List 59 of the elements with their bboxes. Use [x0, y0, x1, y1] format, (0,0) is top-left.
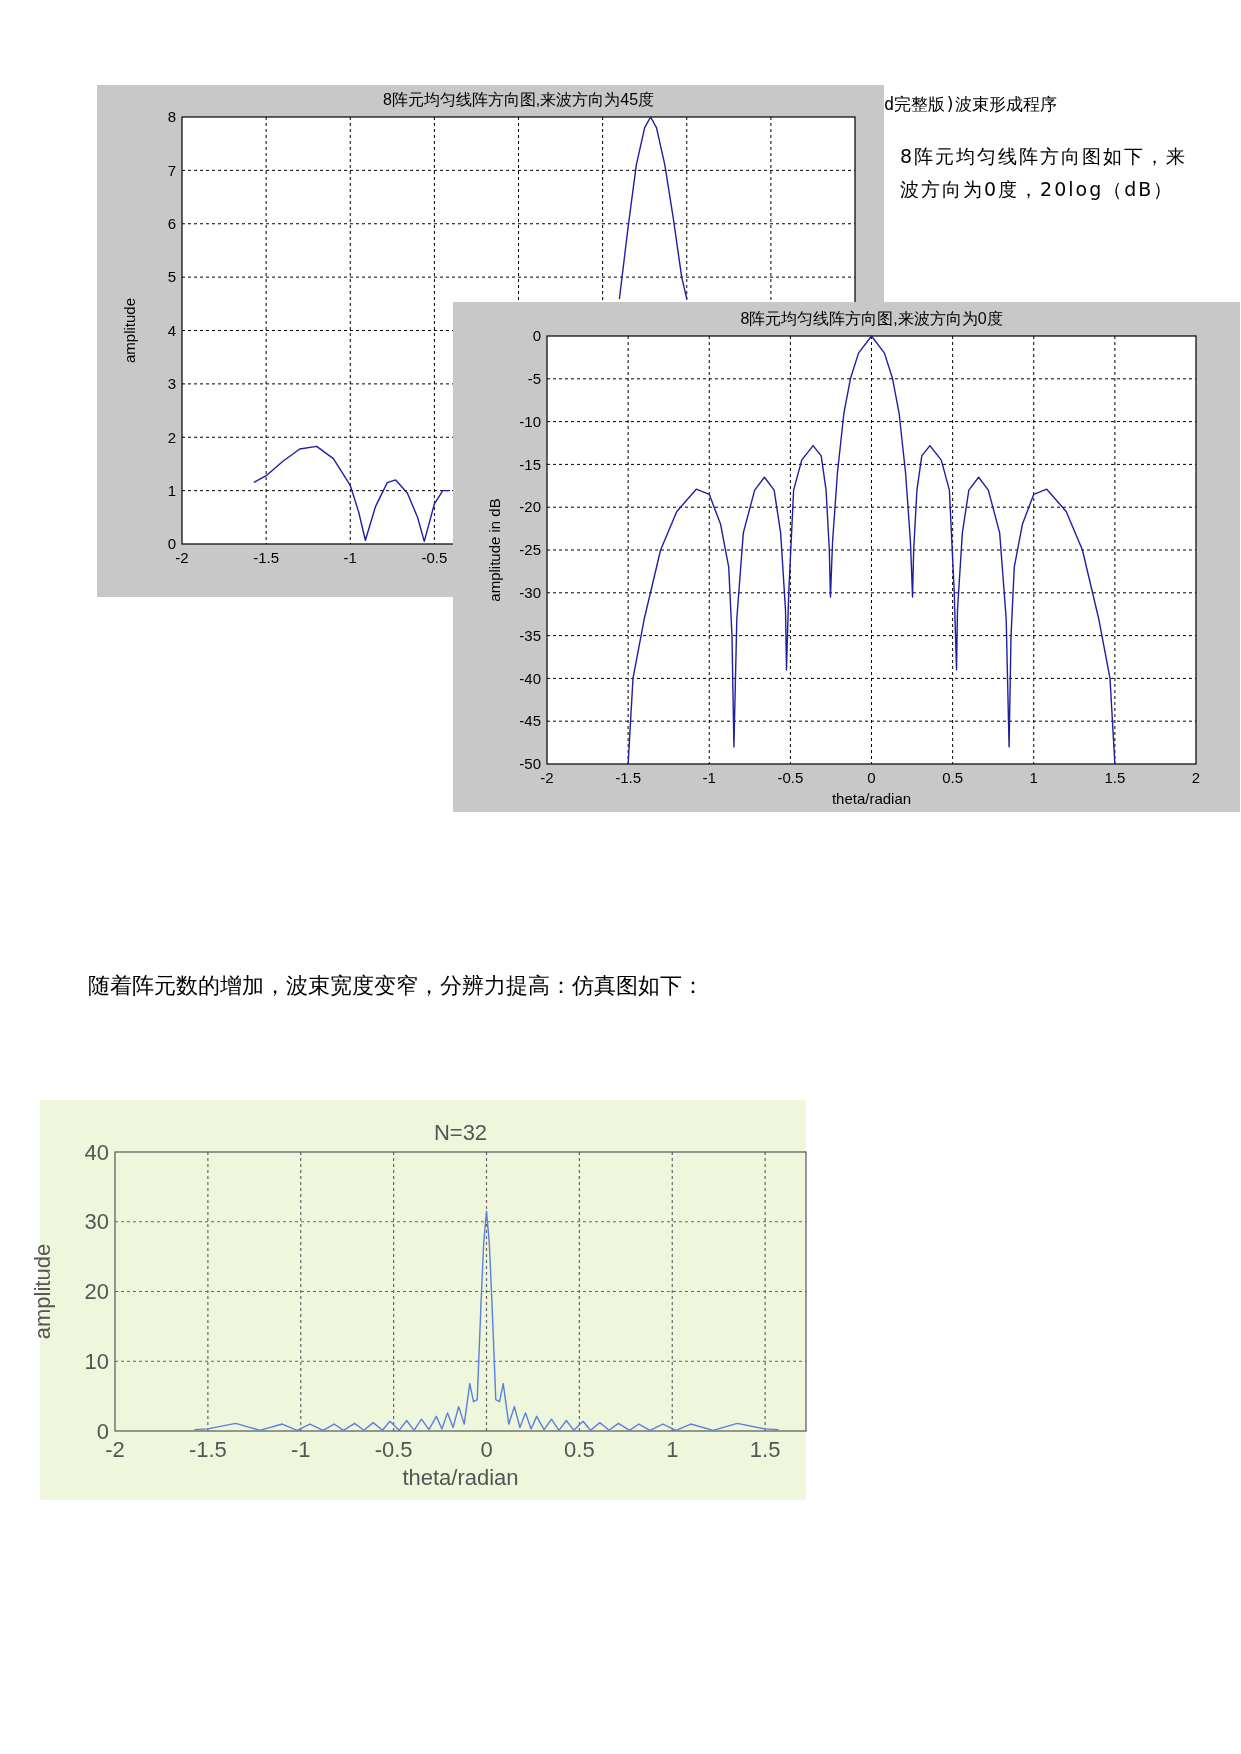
x-tick-label: -2	[175, 549, 189, 566]
y-tick-label: 4	[167, 321, 176, 339]
y-tick-label: -25	[519, 541, 541, 559]
x-axis-title: theta/radian	[402, 1465, 519, 1490]
y-tick-label: 0	[532, 327, 541, 345]
text: 8阵元均匀线阵方向图如下，来波方向为0度，20log（dB）	[900, 144, 1189, 202]
x-tick-label: -1.5	[188, 1437, 227, 1462]
text: 随着阵元数的增加，波束宽度变窄，分辨力提高：仿真图如下：	[88, 973, 704, 998]
line-series	[253, 445, 451, 543]
x-tick-label: -1	[343, 549, 357, 566]
y-axis-title: amplitude	[121, 297, 138, 364]
chart-title: N=32	[433, 1120, 488, 1145]
line-series	[194, 1210, 779, 1431]
x-tick-label: 0	[480, 1437, 493, 1462]
y-tick-label: 0	[167, 535, 176, 553]
y-tick-label: -40	[519, 669, 541, 687]
x-axis-title: theta/radian	[831, 790, 912, 807]
y-tick-label: -5	[527, 370, 541, 388]
x-tick-label: 2	[1191, 769, 1201, 786]
x-tick-label: -1.5	[253, 549, 280, 566]
y-tick-label: -50	[519, 755, 541, 773]
y-tick-label: 1	[167, 481, 176, 499]
line-series	[627, 335, 1116, 765]
x-tick-label: -0.5	[374, 1437, 413, 1462]
y-tick-label: 10	[84, 1348, 109, 1374]
chart-title: 8阵元均匀线阵方向图,来波方向为0度	[740, 310, 1003, 327]
y-axis-title: amplitude	[29, 1243, 55, 1340]
chart-title: 8阵元均匀线阵方向图,来波方向为45度	[382, 91, 655, 108]
x-tick-label: -1	[290, 1437, 311, 1462]
y-tick-label: -45	[519, 712, 541, 730]
x-tick-label: 0.5	[942, 769, 964, 786]
x-tick-label: 0.5	[564, 1437, 595, 1462]
y-tick-label: 20	[84, 1279, 109, 1305]
x-tick-label: 1	[1029, 769, 1038, 786]
x-tick-label: 0	[867, 769, 876, 786]
x-tick-label: -1	[702, 769, 716, 786]
x-tick-label: -0.5	[777, 769, 804, 786]
y-tick-label: 6	[167, 215, 176, 232]
y-tick-label: -30	[519, 584, 541, 602]
x-tick-label: -2	[540, 769, 554, 786]
y-tick-label: 2	[167, 428, 176, 446]
y-tick-label: -15	[519, 455, 541, 473]
text: d完整版)波束形成程序	[884, 94, 1058, 114]
x-tick-label: -0.5	[421, 549, 448, 566]
y-tick-label: 7	[167, 161, 176, 179]
y-axis-title: amplitude in dB	[486, 498, 503, 602]
y-tick-label: 5	[167, 268, 176, 286]
y-tick-label: -20	[519, 498, 541, 516]
x-tick-label: 1	[666, 1437, 679, 1462]
y-tick-label: 30	[84, 1209, 109, 1235]
x-tick-label: 1.5	[1104, 769, 1126, 786]
x-tick-label: 1.5	[749, 1437, 781, 1462]
y-tick-label: -35	[519, 626, 541, 644]
y-tick-label: -10	[519, 412, 541, 430]
line-series	[618, 116, 688, 300]
y-tick-label: 3	[167, 375, 176, 393]
y-tick-label: 40	[84, 1139, 109, 1165]
x-tick-label: -1.5	[615, 769, 642, 786]
y-tick-label: 8	[167, 108, 176, 126]
